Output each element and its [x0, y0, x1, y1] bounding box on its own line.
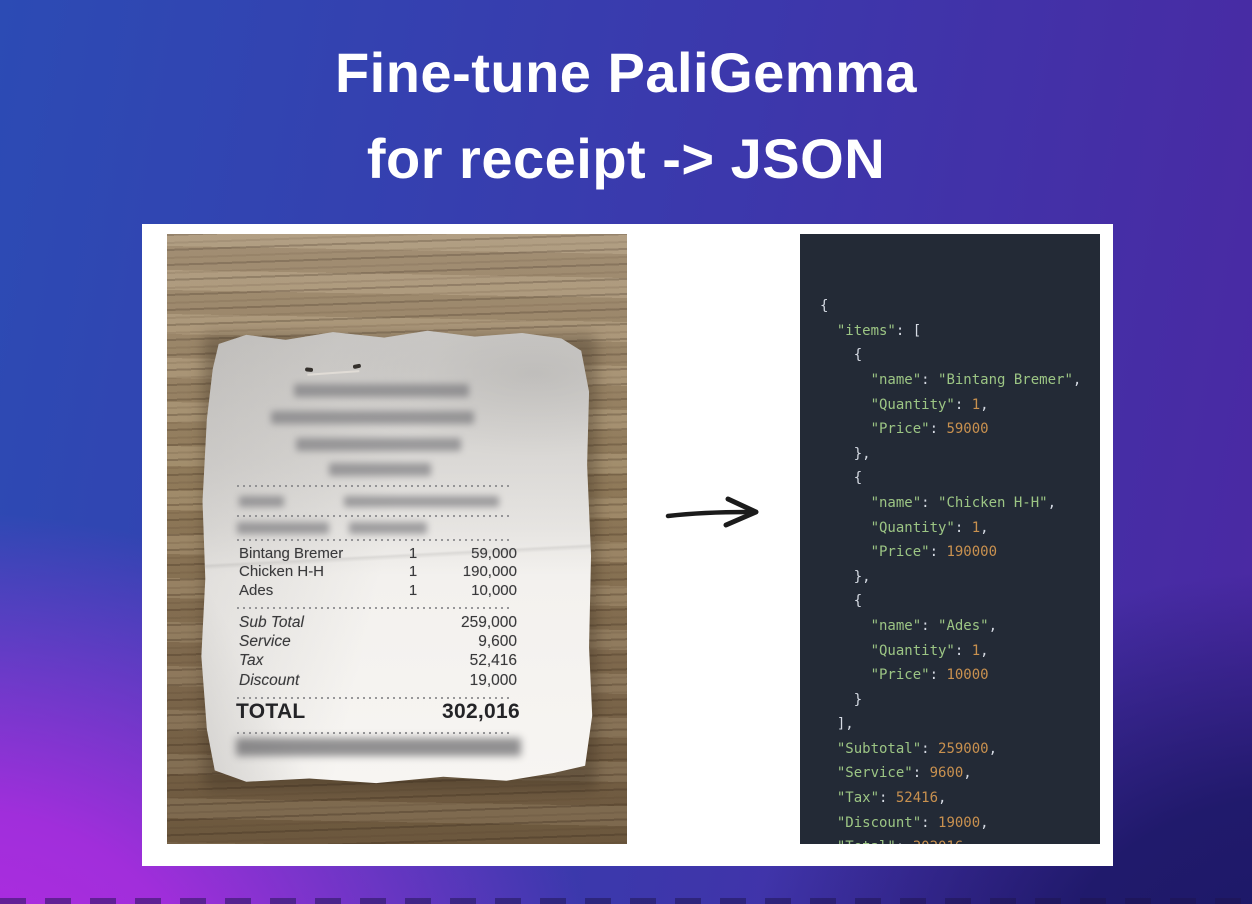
dashed-separator: [237, 607, 513, 609]
blurred-info-bar: [344, 496, 499, 507]
sum-label: Discount: [239, 671, 300, 689]
summary-row: Service 9,600: [239, 632, 517, 651]
dashed-separator: [237, 485, 513, 487]
dashed-separator: [237, 697, 513, 699]
code-line: },: [820, 445, 871, 462]
sum-value: 52,416: [469, 652, 517, 670]
code-line: "Quantity": 1,: [870, 396, 989, 413]
dashed-separator: [237, 539, 513, 541]
code-line: {: [820, 298, 829, 315]
code-line: "Service": 9600,: [836, 765, 972, 782]
code-line: {: [820, 347, 863, 364]
blurred-header-line: [296, 438, 461, 451]
sum-label: Sub Total: [239, 613, 304, 631]
code-line: },: [820, 568, 871, 585]
receipt-summary: Sub Total 259,000 Service 9,600 Tax 52,416 Dis…: [239, 613, 517, 690]
sum-label: Tax: [239, 652, 264, 670]
blurred-header-line: [329, 463, 431, 476]
sum-value: 9,600: [478, 632, 517, 650]
item-name: Chicken H-H: [239, 563, 325, 581]
blurred-header-line: [294, 384, 469, 397]
json-code: { "items": [ { "name": "Bintang Bremer",…: [820, 294, 1100, 844]
code-line: {: [820, 470, 863, 487]
blurred-info-bar: [349, 522, 427, 534]
code-line: "Price": 59000: [870, 421, 989, 438]
blurred-info-bar: [239, 496, 284, 507]
item-price: 59,000: [471, 544, 517, 562]
code-line: "name": "Ades",: [870, 617, 998, 634]
total-value: 302,016: [441, 700, 520, 723]
receipt-paper: Bintang Bremer 1 59,000 Chicken H-H 1 190,000…: [201, 330, 593, 784]
item-price: 190,000: [462, 563, 517, 581]
summary-row: Tax 52,416: [239, 652, 517, 671]
summary-row: Sub Total 259,000: [239, 613, 517, 632]
page-title: Fine-tune PaliGemma for receipt -> JSON: [0, 0, 1252, 202]
code-line: "Tax": 52416,: [836, 790, 947, 807]
code-line: "Quantity": 1,: [870, 642, 989, 659]
code-line: "Price": 10000: [870, 667, 989, 684]
staple-icon: [306, 360, 360, 376]
code-line: "items": [: [836, 322, 922, 339]
dashed-separator: [237, 515, 513, 517]
item-qty: 1: [408, 581, 418, 599]
item-price: 10,000: [471, 581, 517, 599]
item-qty: 1: [408, 563, 418, 581]
right-arrow-icon: [665, 496, 759, 528]
sum-value: 19,000: [469, 671, 517, 689]
code-line: "Price": 190000: [870, 544, 998, 561]
summary-row: Discount 19,000: [239, 671, 517, 690]
total-label: TOTAL: [236, 700, 306, 723]
item-name: Ades: [239, 581, 274, 599]
receipt-photo: Bintang Bremer 1 59,000 Chicken H-H 1 190,000…: [167, 234, 627, 844]
blurred-info-bar: [237, 522, 329, 534]
sum-label: Service: [239, 632, 291, 650]
json-panel: { "items": [ { "name": "Bintang Bremer",…: [800, 234, 1100, 844]
code-line: "name": "Chicken H-H",: [870, 494, 1057, 511]
item-qty: 1: [408, 544, 418, 562]
code-line: "Subtotal": 259000,: [836, 740, 998, 757]
blurred-header-line: [271, 411, 474, 424]
sum-value: 259,000: [460, 613, 517, 631]
code-line: "Quantity": 1,: [870, 519, 989, 536]
blurred-footer-text: [236, 738, 521, 756]
title-line-1: Fine-tune PaliGemma: [334, 41, 918, 104]
bottom-dashed-border: [0, 898, 1252, 904]
receipt-items: Bintang Bremer 1 59,000 Chicken H-H 1 190,000…: [239, 544, 517, 600]
code-line: {: [820, 593, 863, 610]
receipt-item-row: Bintang Bremer 1 59,000: [239, 544, 517, 563]
code-line: "Total": 302016: [820, 835, 1100, 844]
receipt-total-row: TOTAL 302,016: [236, 700, 520, 724]
code-line: "Discount": 19000,: [836, 814, 989, 831]
content-card: Bintang Bremer 1 59,000 Chicken H-H 1 190,000…: [142, 224, 1113, 866]
code-line: }: [820, 691, 863, 708]
code-line: ],: [820, 716, 854, 733]
item-name: Bintang Bremer: [239, 544, 344, 562]
dashed-separator: [237, 732, 513, 734]
receipt-item-row: Ades 1 10,000: [239, 581, 517, 600]
receipt-item-row: Chicken H-H 1 190,000: [239, 563, 517, 582]
title-line-2: for receipt -> JSON: [366, 127, 886, 190]
code-line: "name": "Bintang Bremer",: [870, 371, 1082, 388]
